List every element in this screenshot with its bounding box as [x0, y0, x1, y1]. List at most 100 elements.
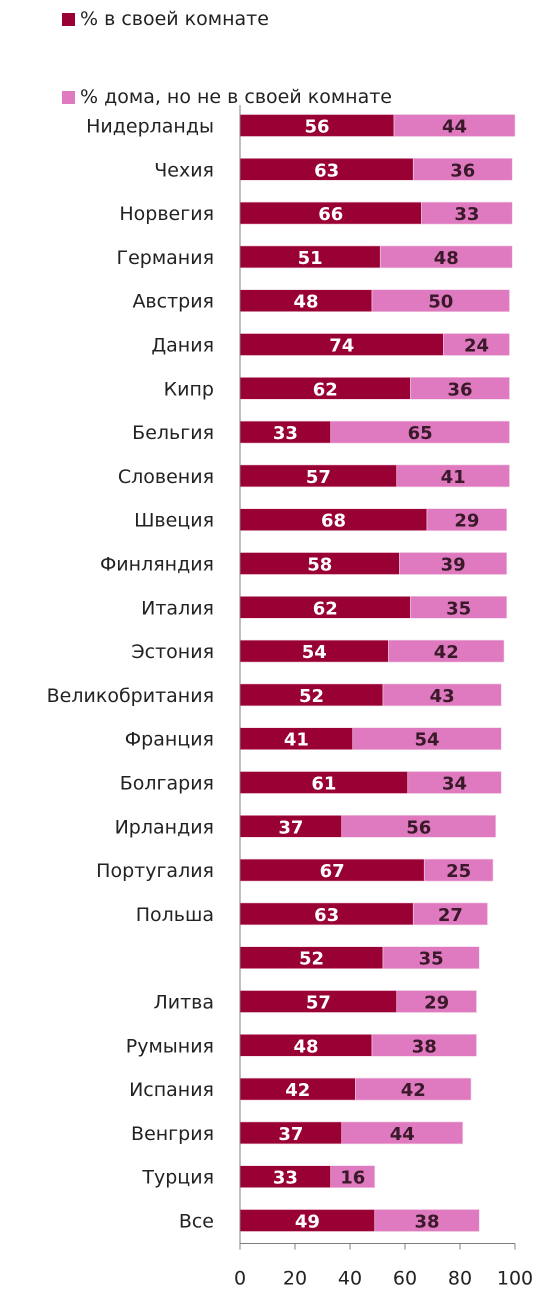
category-label: Польша — [136, 904, 214, 926]
data-label-home-not-own-room: 44 — [390, 1124, 415, 1145]
data-label-own-room: 41 — [284, 730, 309, 751]
category-label: Франция — [125, 729, 214, 751]
data-label-home-not-own-room: 35 — [419, 949, 444, 970]
data-label-home-not-own-room: 48 — [434, 248, 459, 269]
category-label: Италия — [141, 597, 214, 619]
data-label-own-room: 52 — [299, 949, 324, 970]
data-label-own-room: 33 — [273, 423, 298, 444]
data-label-own-room: 62 — [313, 598, 338, 619]
category-label: Финляндия — [100, 554, 214, 576]
data-label-own-room: 57 — [306, 467, 331, 488]
category-label: Ирландия — [115, 816, 214, 838]
bar-segment-home-not-own-room — [412, 158, 513, 181]
data-label-home-not-own-room: 43 — [430, 686, 455, 707]
category-label: Норвегия — [119, 203, 214, 225]
data-label-own-room: 48 — [293, 292, 318, 313]
data-label-home-not-own-room: 36 — [447, 379, 472, 400]
data-label-own-room: 56 — [304, 117, 329, 138]
category-label: Кипр — [164, 378, 214, 400]
bar-segment-home-not-own-room — [399, 552, 508, 575]
legend-item-home-not-own-room: % дома, но не в своей комнате — [62, 86, 392, 108]
bar-segment-home-not-own-room — [379, 245, 513, 269]
category-label: Испания — [129, 1079, 214, 1101]
category-label: Бельгия — [132, 422, 214, 444]
data-label-home-not-own-room: 42 — [401, 1080, 426, 1101]
bar-segment-home-not-own-room — [371, 1034, 477, 1057]
data-label-home-not-own-room: 56 — [406, 817, 431, 838]
data-label-own-room: 33 — [273, 1168, 298, 1189]
data-label-own-room: 74 — [329, 336, 354, 357]
category-label: Дания — [151, 335, 214, 357]
bar-segment-home-not-own-room — [393, 114, 516, 137]
category-label: Румыния — [126, 1035, 214, 1057]
bar-segment-home-not-own-room — [382, 683, 502, 707]
bar-segment-home-not-own-room — [412, 902, 488, 926]
category-label: Португалия — [96, 860, 214, 882]
bar-segment-home-not-own-room — [330, 1165, 376, 1188]
data-label-own-room: 58 — [307, 555, 332, 576]
data-label-home-not-own-room: 29 — [454, 511, 479, 532]
legend-label-home-not-own-room: % дома, но не в своей комнате — [80, 86, 392, 108]
category-label: Австрия — [132, 291, 214, 313]
data-label-own-room: 63 — [314, 160, 339, 181]
data-label-own-room: 48 — [293, 1036, 318, 1057]
data-label-home-not-own-room: 38 — [412, 1036, 437, 1057]
x-tick-label: 20 — [283, 1268, 307, 1290]
data-label-own-room: 57 — [306, 993, 331, 1014]
category-label: Эстония — [131, 641, 214, 663]
data-label-home-not-own-room: 29 — [424, 993, 449, 1014]
x-tick-label: 100 — [497, 1268, 533, 1290]
data-label-own-room: 51 — [298, 248, 323, 269]
data-label-home-not-own-room: 33 — [454, 204, 479, 225]
data-label-home-not-own-room: 44 — [442, 117, 467, 138]
legend-swatch-home-not-own-room — [62, 90, 75, 104]
data-label-own-room: 62 — [313, 379, 338, 400]
category-label: Болгария — [120, 773, 214, 795]
bar-segment-home-not-own-room — [410, 595, 508, 619]
x-tick-label: 40 — [338, 1268, 362, 1290]
data-label-home-not-own-room: 65 — [408, 423, 433, 444]
bar-segment-home-not-own-room — [426, 508, 508, 532]
bar-segment-home-not-own-room — [396, 464, 510, 488]
data-label-home-not-own-room: 41 — [441, 467, 466, 488]
data-label-own-room: 54 — [302, 642, 327, 663]
data-label-own-room: 67 — [320, 861, 345, 882]
x-tick-label: 60 — [393, 1268, 417, 1290]
category-label: Венгрия — [131, 1123, 214, 1145]
data-label-home-not-own-room: 42 — [434, 642, 459, 663]
data-label-home-not-own-room: 34 — [442, 774, 467, 795]
data-label-own-room: 37 — [278, 1124, 303, 1145]
bar-segment-home-not-own-room — [341, 814, 497, 838]
bar-segment-home-not-own-room — [382, 946, 480, 970]
category-label: Литва — [153, 992, 214, 1014]
category-label: Словения — [118, 466, 214, 488]
x-tick-label: 80 — [448, 1268, 472, 1290]
data-label-home-not-own-room: 35 — [446, 598, 471, 619]
data-label-own-room: 49 — [295, 1212, 320, 1233]
data-label-own-room: 61 — [311, 774, 336, 795]
data-label-home-not-own-room: 39 — [441, 555, 466, 576]
bar-segment-home-not-own-room — [410, 376, 510, 400]
data-label-own-room: 68 — [321, 511, 346, 532]
bar-segment-home-not-own-room — [423, 858, 494, 882]
category-label: Швеция — [134, 510, 214, 532]
bar-segment-home-not-own-room — [396, 990, 477, 1013]
data-label-home-not-own-room: 50 — [428, 292, 453, 313]
data-label-own-room: 66 — [318, 204, 343, 225]
category-label: Чехия — [154, 159, 214, 181]
bar-segment-home-not-own-room — [371, 289, 510, 313]
bar-segment-home-not-own-room — [341, 1121, 464, 1145]
data-label-home-not-own-room: 24 — [464, 336, 489, 357]
data-label-own-room: 63 — [314, 905, 339, 926]
data-label-home-not-own-room: 25 — [446, 861, 471, 882]
data-label-own-room: 52 — [299, 686, 324, 707]
data-label-home-not-own-room: 16 — [340, 1168, 365, 1189]
data-label-own-room: 37 — [278, 817, 303, 838]
category-label: Германия — [116, 247, 214, 269]
category-label: Великобритания — [47, 685, 214, 707]
data-label-home-not-own-room: 54 — [414, 730, 439, 751]
legend-label-own-room: % в своей комнате — [80, 8, 269, 30]
bar-segment-home-not-own-room — [355, 1077, 472, 1101]
data-label-own-room: 42 — [285, 1080, 310, 1101]
